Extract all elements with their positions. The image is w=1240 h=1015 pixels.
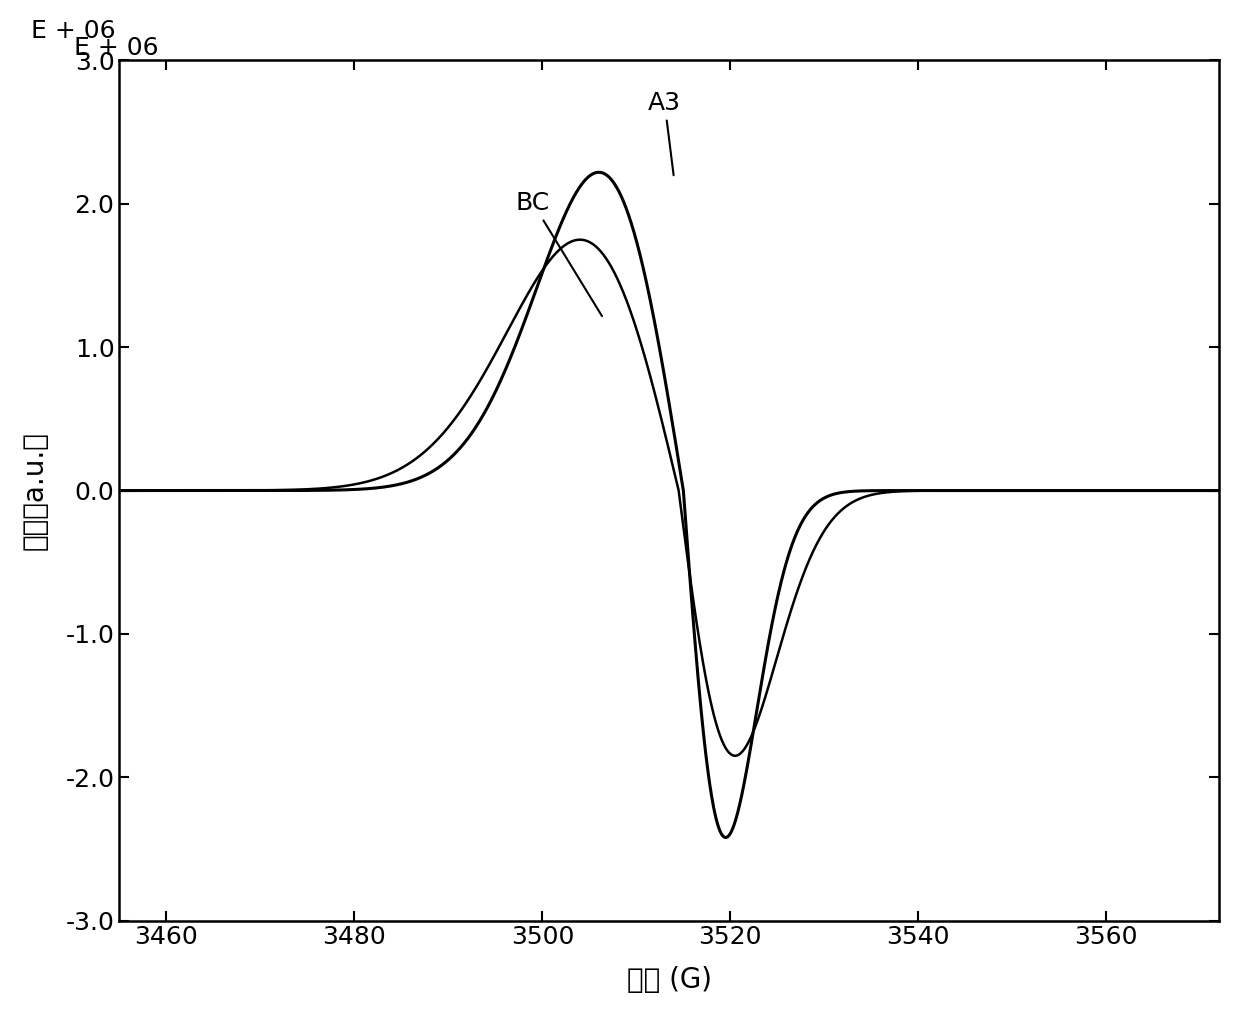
Text: E + 06: E + 06 — [74, 36, 159, 60]
Text: E + 06: E + 06 — [31, 19, 117, 44]
Text: A3: A3 — [649, 91, 681, 176]
Y-axis label: 强度（a.u.）: 强度（a.u.） — [21, 431, 48, 550]
Text: BC: BC — [516, 191, 601, 316]
X-axis label: 磁场 (G): 磁场 (G) — [626, 966, 712, 994]
